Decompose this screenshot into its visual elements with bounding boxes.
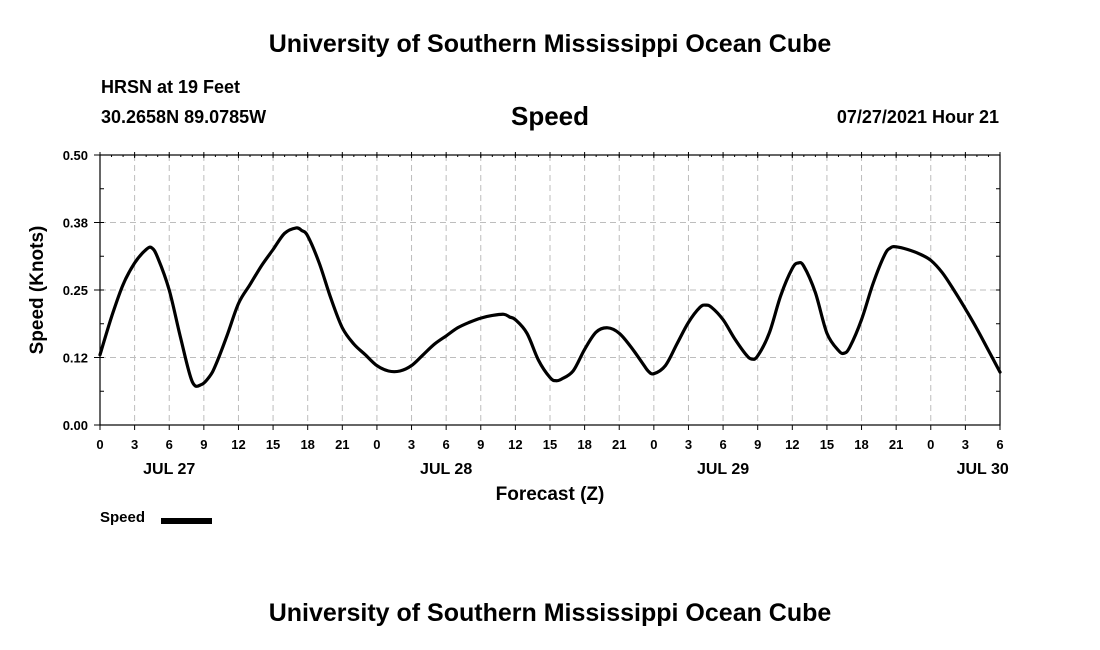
speed-series-line <box>98 226 1002 388</box>
x-tick-label: 15 <box>543 437 557 452</box>
x-tick-label: 12 <box>231 437 245 452</box>
legend-label: Speed <box>100 509 146 526</box>
x-tick-label: 18 <box>577 437 591 452</box>
y-axis-label: Speed (Knots) <box>27 226 48 355</box>
x-tick-label: 6 <box>443 437 450 452</box>
y-tick-label: 0.50 <box>63 148 88 163</box>
x-tick-label: 0 <box>927 437 934 452</box>
y-tick-label: 0.38 <box>63 216 88 231</box>
x-tick-label: 3 <box>131 437 138 452</box>
axis-tick-labels: 0.00 0.12 0.25 0.38 0.50 0 3 6 9 12 15 18 21 0 3 6 9 12 15… <box>63 148 1009 478</box>
x-tick-label: 15 <box>266 437 280 452</box>
x-tick-label: 9 <box>200 437 207 452</box>
x-tick-label: 9 <box>477 437 484 452</box>
date-label: JUL 27 <box>143 461 195 478</box>
date-label: JUL 30 <box>957 461 1009 478</box>
forecast-timestamp: 07/27/2021 Hour 21 <box>836 107 999 127</box>
x-tick-label: 0 <box>650 437 657 452</box>
x-tick-label: 12 <box>785 437 799 452</box>
x-tick-label: 3 <box>962 437 969 452</box>
x-tick-label: 3 <box>408 437 415 452</box>
x-tick-label: 21 <box>889 437 903 452</box>
axis-ticks <box>94 152 1001 430</box>
station-coordinates: 30.2658N 89.0785W <box>101 107 267 127</box>
x-tick-label: 6 <box>719 437 726 452</box>
x-axis-label: Forecast (Z) <box>496 484 605 505</box>
x-tick-label: 9 <box>754 437 761 452</box>
y-tick-label: 0.12 <box>63 351 88 366</box>
x-tick-label: 12 <box>508 437 522 452</box>
date-label: JUL 28 <box>420 461 472 478</box>
bottom-title: University of Southern Mississippi Ocean… <box>268 599 832 627</box>
x-tick-label: 6 <box>166 437 173 452</box>
chart-title: Speed <box>510 101 590 131</box>
x-tick-label: 6 <box>996 437 1003 452</box>
x-tick-label: 0 <box>96 437 103 452</box>
station-name: HRSN at 19 Feet <box>101 77 241 97</box>
date-label: JUL 29 <box>697 461 749 478</box>
x-tick-label: 3 <box>685 437 692 452</box>
x-tick-label: 18 <box>854 437 868 452</box>
top-title: University of Southern Mississippi Ocean… <box>268 30 832 58</box>
x-tick-label: 15 <box>820 437 834 452</box>
grid-lines <box>100 155 1000 425</box>
x-tick-label: 18 <box>300 437 314 452</box>
x-tick-label: 0 <box>373 437 380 452</box>
x-tick-label: 21 <box>335 437 349 452</box>
y-tick-label: 0.00 <box>63 418 88 433</box>
x-tick-label: 21 <box>612 437 626 452</box>
y-tick-label: 0.25 <box>63 283 88 298</box>
legend-swatch <box>161 518 212 524</box>
